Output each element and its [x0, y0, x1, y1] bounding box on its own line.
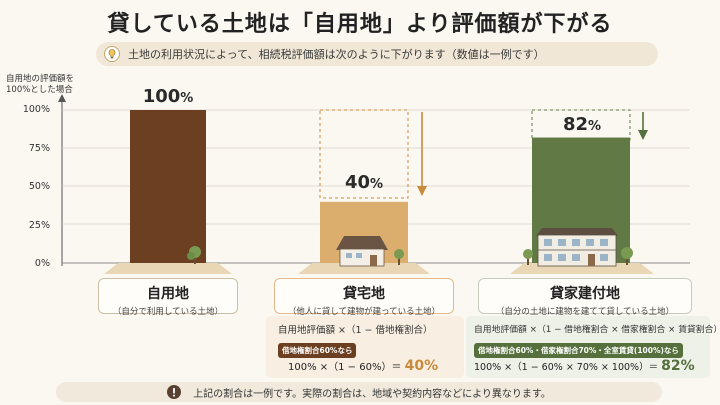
house-icon: [336, 236, 388, 267]
tree-icon: [394, 249, 404, 265]
result-line: 100% ×（1 − 60% × 70% × 100%）＝ 82%: [474, 358, 695, 374]
result-value: 82%: [661, 358, 695, 374]
category-description: （他人に貸して建物が建っている土地）: [287, 307, 441, 317]
intro-text: 土地の利用状況によって、相続税評価額は次のように下がります（数値は一例です）: [128, 48, 545, 61]
category-description: （自分で利用している土地）: [112, 307, 224, 317]
y-tick-25: 25%: [28, 220, 50, 231]
exclamation-icon: [167, 385, 182, 399]
category-box-kashiya: 貸家建付地 （自分の土地に建物を建てて貸している土地）: [478, 278, 692, 317]
tree-icon: [523, 247, 633, 265]
ground-jiyouchi: [104, 263, 232, 274]
category-name: 貸家建付地: [550, 286, 620, 302]
y-axis-label: 自用地の評価額を 100%とした場合: [6, 74, 75, 95]
footnote-text: 上記の割合は一例です。実際の割合は、地域や契約内容などにより異なります。: [193, 388, 551, 400]
y-tick-75: 75%: [28, 143, 50, 154]
footnote-banner: 上記の割合は一例です。実際の割合は、地域や契約内容などにより異なります。: [56, 382, 662, 402]
result-line: 100% ×（1 − 60%）＝ 40%: [288, 358, 439, 374]
y-axis-arrow-icon: [58, 94, 66, 102]
calc-panel-kashiya: 自用地評価額 ×（1 − 借地権割合 × 借家権割合 × 賃貸割合） 借地権割合…: [466, 316, 720, 378]
intro-banner: 土地の利用状況によって、相続税評価額は次のように下がります（数値は一例です）: [96, 42, 658, 66]
y-tick-100: 100%: [22, 104, 50, 115]
category-description: （自分の土地に建物を建てて貸している土地）: [495, 307, 675, 317]
apartment-building-icon: [536, 228, 618, 267]
formula-text: 自用地評価額 ×（1 − 借地権割合）: [278, 325, 433, 336]
value-label-kashitakuchi: 40%: [344, 172, 384, 193]
category-name: 自用地: [147, 286, 189, 302]
category-box-jiyouchi: 自用地 （自分で利用している土地）: [98, 278, 238, 317]
dashed-outline-kashitakuchi: [319, 109, 409, 199]
calc-panel-kashitakuchi: 自用地評価額 ×（1 − 借地権割合） 借地権割合60%なら 100% ×（1 …: [266, 316, 464, 378]
page-title: 貸している土地は「自用地」より評価額が下がる: [107, 12, 613, 37]
formula-text: 自用地評価額 ×（1 − 借地権割合 × 借家権割合 × 賃貸割合）: [474, 325, 720, 335]
category-box-kashitakuchi: 貸宅地 （他人に貸して建物が建っている土地）: [274, 278, 454, 317]
down-arrow-icon: [638, 130, 648, 140]
condition-badge: 借地権割合60%・借家権割合70%・全室賃貸(100%)なら: [474, 343, 683, 358]
bar-jiyouchi: [130, 110, 206, 263]
value-label-kashiya: 82%: [562, 114, 602, 135]
value-label-jiyouchi: 100%: [142, 86, 194, 107]
down-arrow-icon: [417, 186, 427, 196]
category-name: 貸宅地: [343, 286, 385, 302]
condition-badge: 借地権割合60%なら: [278, 343, 357, 358]
tree-icon: [187, 246, 201, 264]
result-value: 40%: [404, 358, 439, 374]
y-tick-50: 50%: [28, 181, 50, 192]
y-tick-0: 0%: [34, 258, 50, 269]
ground-kashitakuchi: [298, 263, 430, 274]
lightbulb-icon: [104, 46, 120, 62]
